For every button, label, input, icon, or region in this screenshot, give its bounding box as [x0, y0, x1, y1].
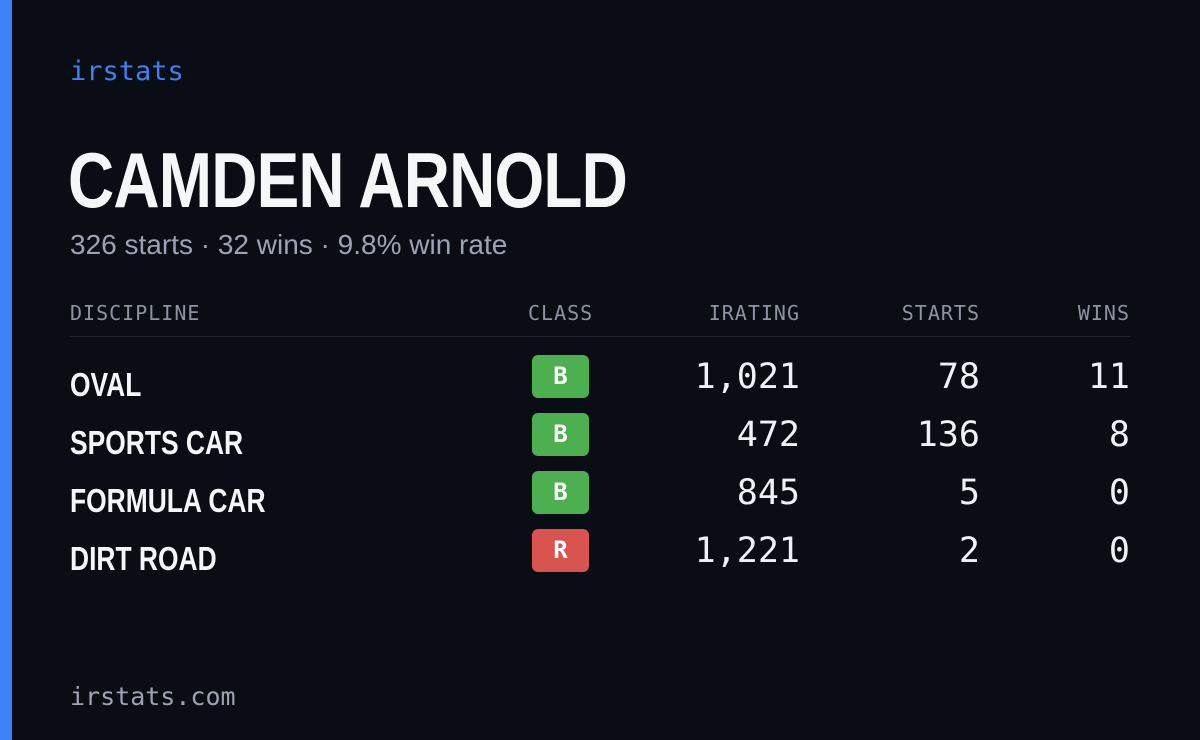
starts-value: 5 — [958, 473, 980, 513]
table-row: OVAL B 1,021 78 11 — [70, 353, 1130, 411]
table-row: SPORTS CAR B 472 136 8 — [70, 411, 1130, 469]
player-summary: 326 starts · 32 wins · 9.8% win rate — [70, 229, 508, 260]
starts-value: 2 — [958, 531, 980, 571]
player-name: CAMDEN ARNOLD — [68, 136, 628, 224]
discipline-name: SPORTS CAR — [70, 424, 244, 461]
header-wins: WINS — [1077, 301, 1130, 325]
table-header: DISCIPLINE CLASS IRATING STARTS WINS — [70, 296, 1130, 337]
irating-value: 845 — [736, 473, 800, 513]
brand-logo[interactable]: irstats — [70, 56, 184, 87]
starts-value: 78 — [937, 357, 980, 397]
irating-value: 1,021 — [694, 357, 800, 397]
irating-value: 472 — [736, 415, 800, 455]
discipline-name: DIRT ROAD — [70, 540, 217, 577]
class-badge: B — [532, 413, 589, 456]
class-badge: B — [532, 471, 589, 514]
wins-value: 11 — [1087, 357, 1130, 397]
header-class: CLASS — [528, 301, 594, 325]
discipline-name: FORMULA CAR — [70, 482, 266, 519]
wins-value: 0 — [1108, 531, 1130, 571]
stats-table: DISCIPLINE CLASS IRATING STARTS WINS OVA… — [70, 296, 1130, 585]
table-row: DIRT ROAD R 1,221 2 0 — [70, 527, 1130, 585]
footer-domain[interactable]: irstats.com — [70, 682, 236, 711]
header-starts: STARTS — [901, 301, 980, 325]
wins-value: 8 — [1108, 415, 1130, 455]
wins-value: 0 — [1108, 473, 1130, 513]
starts-value: 136 — [916, 415, 980, 455]
class-badge: B — [532, 355, 589, 398]
header-irating: IRATING — [708, 301, 800, 325]
discipline-name: OVAL — [70, 366, 142, 403]
header-discipline: DISCIPLINE — [70, 301, 201, 325]
class-badge: R — [532, 529, 589, 572]
accent-bar — [0, 0, 12, 740]
table-body: OVAL B 1,021 78 11 SPORTS CAR B 472 136 … — [70, 353, 1130, 585]
irating-value: 1,221 — [694, 531, 800, 571]
table-row: FORMULA CAR B 845 5 0 — [70, 469, 1130, 527]
